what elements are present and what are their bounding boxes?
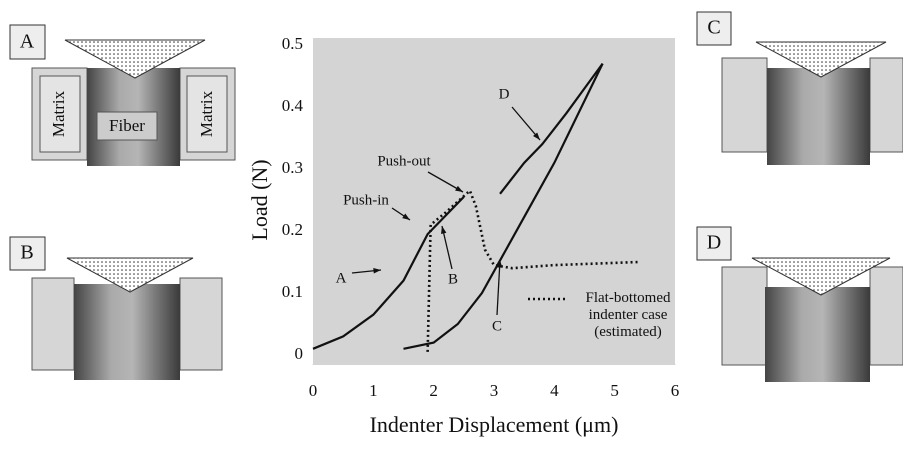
matrix [722, 58, 767, 152]
x-tick-label: 0 [309, 381, 318, 400]
annotation: Push-out [377, 153, 431, 169]
panel-label: B [20, 242, 33, 264]
annotation: Push-in [343, 192, 389, 208]
annotation: A [336, 270, 347, 286]
page: A Fiber Matrix Matrix B C D Load (N) Ind… [0, 0, 903, 444]
annotation: C [492, 318, 502, 334]
matrix [722, 267, 767, 365]
panel-label: A [20, 31, 35, 53]
x-axis-title: Indenter Displacement (μm) [370, 412, 619, 437]
x-tick-label: 2 [429, 381, 438, 400]
diagram-a: A Fiber Matrix Matrix [10, 25, 235, 166]
fiber [765, 287, 870, 382]
fiber [74, 284, 180, 380]
y-tick-label: 0.4 [282, 96, 304, 115]
diagram-c: C [697, 12, 903, 165]
y-tick-label: 0.1 [282, 282, 303, 301]
x-tick-label: 1 [369, 381, 378, 400]
diagram-d: D [697, 227, 903, 382]
matrix-label: Matrix [49, 90, 68, 137]
legend-label: Flat-bottomed indenter case (estimated) [568, 290, 688, 341]
figure: A Fiber Matrix Matrix B C D Load (N) Ind… [0, 0, 903, 444]
matrix [32, 278, 74, 370]
matrix [870, 267, 903, 365]
x-tick-label: 5 [610, 381, 619, 400]
matrix-label: Matrix [197, 90, 216, 137]
annotation: D [499, 86, 510, 102]
y-tick-label: 0.5 [282, 34, 303, 53]
y-axis-title: Load (N) [247, 159, 272, 240]
y-tick-label: 0.2 [282, 220, 303, 239]
y-tick-label: 0.3 [282, 158, 303, 177]
matrix [870, 58, 903, 152]
annotation: B [448, 271, 458, 287]
matrix [180, 278, 222, 370]
x-tick-label: 4 [550, 381, 559, 400]
panel-label: D [707, 232, 721, 254]
x-tick-label: 3 [490, 381, 499, 400]
y-tick-label: 0 [295, 344, 304, 363]
x-tick-label: 6 [671, 381, 680, 400]
diagram-b: B [10, 237, 222, 380]
fiber-label: Fiber [109, 116, 145, 135]
panel-label: C [707, 17, 720, 39]
fiber [767, 68, 870, 165]
